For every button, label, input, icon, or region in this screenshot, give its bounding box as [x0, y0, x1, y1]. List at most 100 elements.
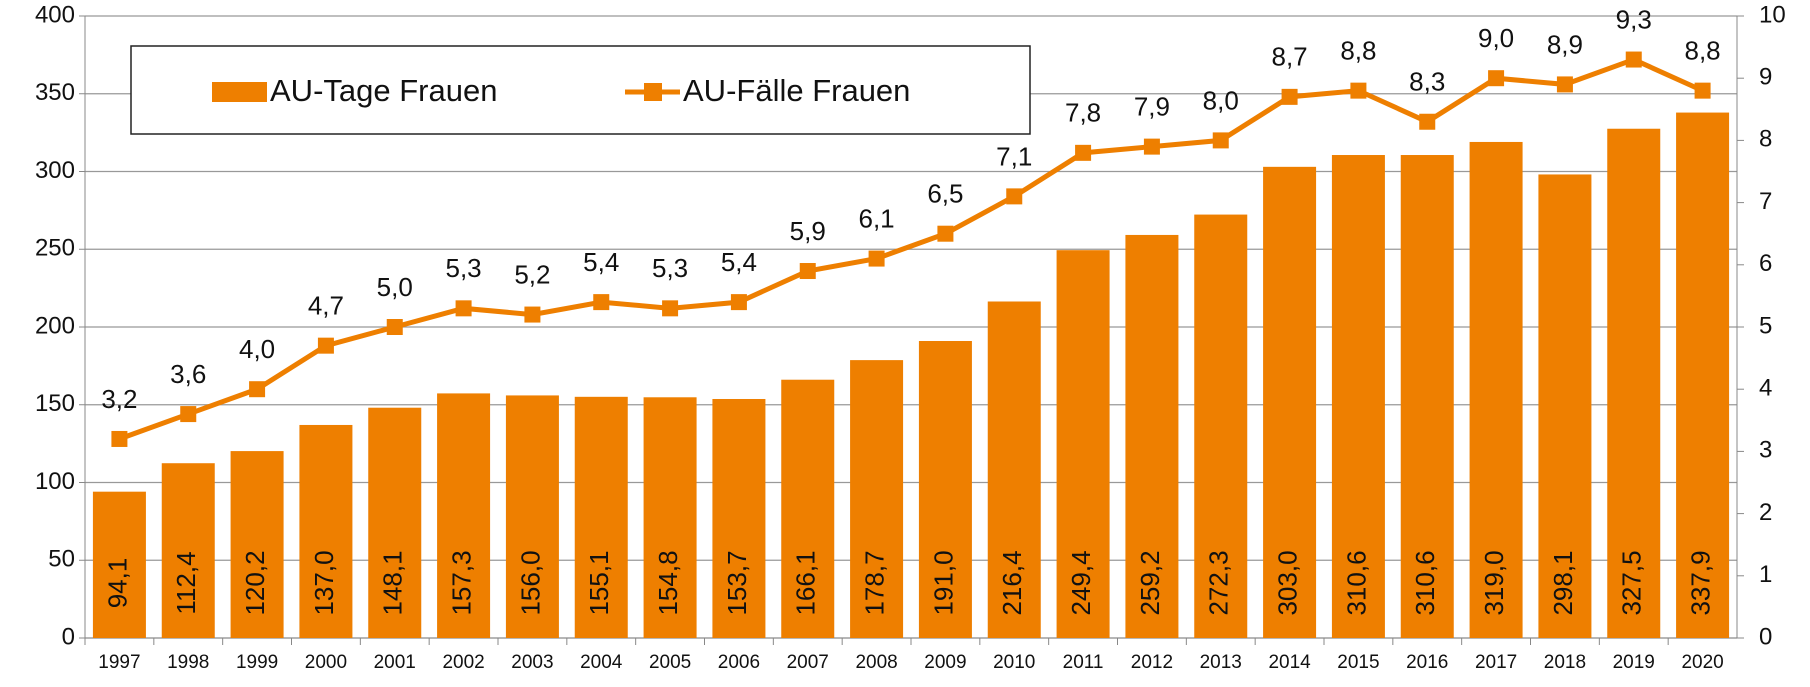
x-tick-label: 2020 [1681, 652, 1723, 673]
line-value-label: 3,6 [170, 359, 206, 389]
line [118, 56, 1704, 442]
y-tick-label: 200 [35, 312, 75, 339]
bar-value-label: 137,0 [309, 550, 339, 615]
line-value-label: 6,5 [927, 179, 963, 209]
marker [180, 406, 197, 423]
marker [524, 306, 541, 323]
bar [1607, 128, 1661, 639]
y-tick-label: 300 [35, 157, 75, 184]
legend-box [130, 45, 1031, 135]
line-value-label: 5,3 [652, 253, 688, 283]
bar-value-label: 112,4 [171, 551, 201, 614]
bar [781, 379, 835, 638]
marker [1625, 51, 1642, 68]
line-value-label: 8,7 [1272, 42, 1308, 72]
y2-tick-label: 5 [1759, 312, 1772, 339]
y-tick-label: 150 [35, 390, 75, 417]
line-value-label: 9,3 [1616, 4, 1652, 34]
bar [299, 424, 353, 638]
bar-value-label: 337,9 [1685, 550, 1715, 615]
line-value-label: 8,8 [1685, 36, 1721, 66]
bar [850, 360, 904, 638]
x-tick-label: 2001 [374, 652, 416, 673]
x-tick-label: 2010 [993, 652, 1035, 673]
bar-value-label: 153,7 [722, 550, 752, 615]
y-tick-label: 50 [48, 546, 75, 573]
marker [249, 381, 266, 398]
x-tick-label: 1998 [167, 652, 209, 673]
line-value-label: 8,3 [1409, 67, 1445, 97]
marker [937, 225, 954, 242]
bar [1538, 174, 1592, 638]
line-value-label: 6,1 [859, 203, 895, 233]
bar [368, 407, 422, 638]
y2-tick-label: 7 [1759, 188, 1772, 215]
bar-value-label: 298,1 [1548, 550, 1578, 615]
legend-label: AU-Tage Frauen [270, 73, 497, 108]
line-value-label: 8,0 [1203, 85, 1239, 115]
x-tick-label: 2016 [1406, 652, 1448, 673]
y2-tick-label: 0 [1759, 623, 1772, 650]
bar [1676, 112, 1730, 639]
line-value-label: 5,4 [583, 247, 619, 277]
line-value-label: 5,3 [446, 253, 482, 283]
x-tick-label: 1997 [98, 652, 140, 673]
bar [1056, 250, 1110, 639]
y-tick-label: 100 [35, 468, 75, 495]
x-tick-label: 2003 [511, 652, 553, 673]
line-value-label: 5,4 [721, 247, 757, 277]
bar-value-label: 191,0 [928, 550, 958, 615]
marker [1350, 82, 1367, 99]
bar [574, 396, 628, 638]
bar-value-label: 327,5 [1617, 550, 1647, 615]
line-value-label: 9,0 [1478, 23, 1514, 53]
marker [662, 300, 679, 317]
x-tick-label: 2017 [1475, 652, 1517, 673]
x-tick-label: 2013 [1200, 652, 1242, 673]
x-tick-label: 2018 [1544, 652, 1586, 673]
bar-value-label: 216,4 [997, 550, 1027, 615]
x-tick-label: 2006 [718, 652, 760, 673]
bar [1263, 166, 1317, 638]
bar [505, 395, 559, 638]
bar-value-label: 157,3 [446, 550, 476, 615]
marker [455, 300, 472, 317]
x-tick-label: 2009 [924, 652, 966, 673]
marker [317, 337, 334, 354]
x-tick-label: 2002 [442, 652, 484, 673]
marker [386, 319, 403, 335]
marker [593, 294, 610, 311]
line-value-label: 4,7 [308, 291, 344, 321]
bar [230, 451, 284, 638]
line-value-label: 5,9 [790, 216, 826, 246]
x-tick-label: 2011 [1063, 652, 1104, 673]
bar-value-label: 154,8 [653, 550, 683, 615]
marker [799, 263, 816, 280]
x-tick-label: 2005 [649, 652, 691, 673]
bar [161, 463, 215, 638]
bar-value-label: 148,1 [378, 550, 408, 615]
y-tick-label: 400 [35, 1, 75, 28]
marker [1212, 132, 1229, 149]
bar [918, 340, 972, 638]
marker [1281, 88, 1298, 105]
line-value-label: 5,2 [514, 259, 550, 289]
marker [1143, 138, 1160, 155]
line-value-label: 7,9 [1134, 91, 1170, 121]
y2-tick-label: 9 [1759, 64, 1772, 91]
y2-tick-label: 2 [1759, 499, 1772, 526]
marker [1694, 82, 1711, 99]
bar-value-label: 319,0 [1479, 550, 1509, 615]
marker [1488, 70, 1505, 87]
bar [643, 397, 697, 638]
bar-value-label: 303,0 [1272, 550, 1302, 615]
bar-value-label: 178,7 [859, 550, 889, 615]
bar [92, 491, 146, 638]
line-value-label: 5,0 [377, 272, 413, 302]
bar [987, 301, 1041, 638]
bar [1125, 234, 1179, 638]
bar-value-label: 120,2 [240, 550, 270, 615]
legend-label: AU-Fälle Frauen [683, 73, 910, 108]
bar-value-label: 156,0 [515, 550, 545, 615]
y2-tick-label: 10 [1759, 1, 1786, 28]
